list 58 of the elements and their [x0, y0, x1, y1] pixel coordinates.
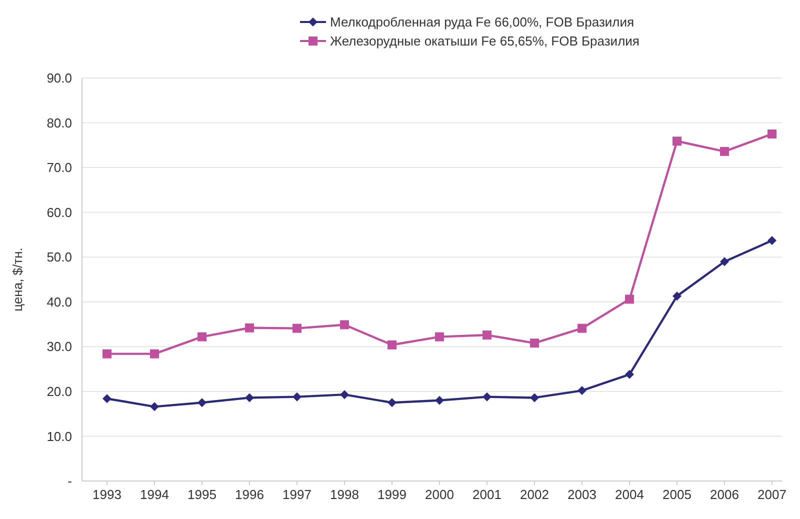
- point: [768, 129, 776, 138]
- point: [198, 332, 206, 342]
- legend-label: Мелкодробленная руда Fe 66,00%, FOB Бразилия: [330, 14, 634, 30]
- point: [245, 393, 254, 402]
- point: [720, 146, 729, 156]
- point: [245, 323, 254, 332]
- x-tick-label: 1997: [282, 487, 312, 502]
- point: [720, 257, 729, 266]
- point: [388, 398, 396, 408]
- x-tick-label: 2007: [758, 487, 786, 502]
- point: [672, 136, 682, 146]
- x-tick-label: 1996: [235, 487, 264, 502]
- point: [625, 294, 634, 304]
- y-tick-label: 80.0: [46, 115, 72, 130]
- y-tick-label: 30.0: [46, 339, 72, 354]
- point: [672, 292, 682, 301]
- point: [340, 390, 349, 400]
- y-tick-label: 60.0: [46, 204, 72, 220]
- point: [625, 370, 634, 379]
- x-tick-label: 1998: [330, 487, 359, 502]
- y-tick-label: 40.0: [46, 294, 72, 310]
- point: [198, 398, 206, 408]
- x-tick-label: 2003: [568, 487, 596, 502]
- point: [768, 236, 776, 246]
- point: [388, 340, 396, 350]
- x-tick-label: 2006: [710, 487, 739, 502]
- point: [340, 320, 349, 330]
- x-tick-label: 1994: [140, 487, 169, 502]
- point: [102, 349, 112, 358]
- point: [435, 396, 444, 405]
- x-tick-label: 2002: [520, 487, 549, 502]
- point: [102, 394, 112, 404]
- point: [578, 324, 586, 333]
- y-tick-label: 10.0: [46, 428, 72, 444]
- point: [292, 324, 302, 333]
- point: [578, 386, 586, 396]
- point: [482, 392, 492, 402]
- x-tick-label: 1993: [92, 487, 122, 502]
- point: [150, 402, 159, 412]
- x-tick-label: 2001: [472, 487, 502, 502]
- y-tick-label: 70.0: [46, 160, 72, 176]
- y-tick-label: -: [68, 474, 72, 489]
- point: [482, 330, 492, 340]
- x-tick-label: 2000: [425, 487, 454, 502]
- point: [150, 349, 159, 358]
- point: [530, 393, 539, 402]
- point: [530, 338, 539, 348]
- x-tick-label: 1999: [378, 487, 406, 502]
- y-tick-label: 50.0: [46, 250, 72, 265]
- y-tick-label: 20.0: [46, 384, 72, 399]
- x-tick-label: 1995: [188, 487, 216, 502]
- legend-label: Железорудные окатыши Fe 65,65%, FOB Бразилия: [330, 34, 640, 49]
- y-axis-title: цена, $/тн.: [10, 248, 25, 312]
- y-tick-label: 90.0: [46, 70, 72, 86]
- x-tick-label: 2005: [662, 487, 692, 502]
- point: [435, 332, 444, 342]
- x-tick-label: 2004: [615, 487, 644, 502]
- point: [292, 392, 302, 402]
